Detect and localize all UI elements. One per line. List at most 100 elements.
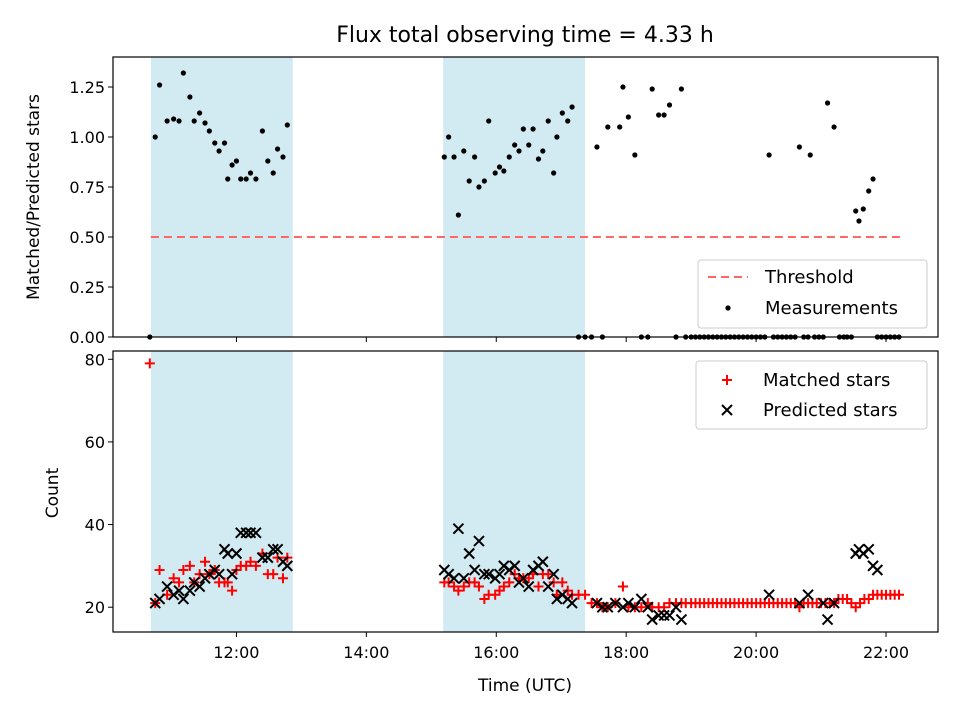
predicted-star-point bbox=[670, 601, 682, 613]
predicted-star-point bbox=[828, 597, 840, 609]
matched-star-point bbox=[504, 577, 515, 588]
top-axes-frame bbox=[112, 56, 939, 338]
predicted-star-point bbox=[222, 547, 234, 560]
bottom-legend: Matched stars Predicted stars bbox=[695, 360, 928, 430]
measurement-point bbox=[187, 94, 193, 100]
predicted-star-point bbox=[622, 597, 635, 609]
measurement-point bbox=[446, 134, 452, 140]
top-y-tick-label: 1.00 bbox=[69, 128, 105, 147]
predicted-star-point bbox=[463, 547, 475, 560]
bottom-y-tick-label: 80 bbox=[85, 350, 105, 369]
predicted-star-point bbox=[629, 601, 641, 613]
measurement-point bbox=[253, 176, 259, 182]
predicted-star-point bbox=[250, 527, 262, 539]
predicted-star-point bbox=[240, 527, 252, 539]
predicted-star-point bbox=[542, 580, 554, 593]
bottom-x-tick-label: 18:00 bbox=[603, 643, 649, 662]
top-y-axis-label: Matched/Predicted stars bbox=[24, 94, 44, 300]
measurement-point bbox=[620, 84, 626, 90]
measurement-point bbox=[284, 122, 290, 128]
bottom-x-tick-label: 20:00 bbox=[733, 643, 779, 662]
matched-star-point bbox=[453, 585, 464, 596]
matched-star-point bbox=[250, 560, 261, 571]
measurement-point bbox=[486, 118, 492, 124]
legend-measurements-label: Measurements bbox=[765, 298, 898, 319]
measurement-point bbox=[259, 128, 266, 134]
bottom-axes-frame bbox=[112, 350, 939, 633]
bottom-x-tick-label: 22:00 bbox=[863, 643, 909, 662]
top-y-tick-label: 0.75 bbox=[69, 178, 105, 197]
predicted-star-point bbox=[602, 601, 614, 613]
measurement-point bbox=[516, 148, 522, 154]
predicted-star-point bbox=[863, 543, 875, 556]
measurement-point bbox=[540, 148, 546, 154]
top-legend: Threshold Measurements bbox=[697, 259, 928, 329]
predicted-star-point bbox=[763, 589, 775, 601]
measurement-point bbox=[476, 184, 482, 190]
measurement-point bbox=[229, 162, 235, 168]
predicted-star-point bbox=[517, 572, 530, 584]
predicted-star-point bbox=[802, 589, 814, 601]
predicted-star-point bbox=[523, 580, 535, 593]
predicted-star-point bbox=[281, 560, 294, 572]
matched-star-point bbox=[617, 581, 628, 592]
measurement-point bbox=[216, 148, 222, 154]
measurement-point bbox=[594, 144, 600, 150]
measurement-point bbox=[656, 112, 662, 118]
predicted-star-point bbox=[184, 584, 196, 597]
predicted-star-point bbox=[153, 593, 166, 605]
measurement-point bbox=[270, 170, 276, 176]
predicted-star-point bbox=[793, 597, 806, 609]
measurement-point bbox=[501, 168, 507, 174]
bottom-y-tick-label: 20 bbox=[85, 598, 105, 617]
legend-matched-label: Matched stars bbox=[763, 370, 890, 391]
predicted-star-point bbox=[448, 572, 460, 584]
legend-threshold-label: Threshold bbox=[764, 267, 854, 288]
chart-title: Flux total observing time = 4.33 h bbox=[336, 23, 714, 48]
measurement-point bbox=[831, 124, 837, 130]
measurement-point bbox=[180, 70, 186, 76]
bottom-legend-box bbox=[695, 360, 928, 430]
measurement-point bbox=[853, 208, 859, 214]
predicted-star-point bbox=[458, 572, 470, 584]
legend-predicted-swatch bbox=[721, 404, 733, 416]
top-y-tick-label: 0.25 bbox=[69, 278, 105, 297]
predicted-star-point bbox=[267, 543, 279, 556]
measurement-point bbox=[559, 110, 565, 116]
measurement-point bbox=[526, 142, 532, 148]
predicted-star-point bbox=[508, 560, 521, 572]
matched-star-point bbox=[533, 581, 544, 592]
matched-star-point bbox=[636, 602, 647, 613]
bottom-y-tick-label: 60 bbox=[85, 433, 105, 452]
measurement-point bbox=[625, 114, 631, 120]
top-shaded-interval bbox=[150, 57, 293, 337]
measurement-point bbox=[860, 206, 866, 212]
bottom-y-tick-label: 40 bbox=[85, 516, 105, 535]
matched-star-point bbox=[473, 581, 484, 592]
measurement-point bbox=[176, 118, 182, 124]
matched-star-point bbox=[458, 581, 469, 592]
measurement-point bbox=[520, 126, 526, 132]
bottom-shaded-interval bbox=[150, 351, 293, 632]
bottom-x-tick-label: 16:00 bbox=[473, 643, 519, 662]
predicted-star-point bbox=[609, 597, 622, 609]
predicted-star-point bbox=[173, 584, 185, 597]
predicted-star-point bbox=[478, 568, 491, 580]
predicted-star-point bbox=[566, 597, 578, 609]
predicted-star-point bbox=[817, 597, 829, 609]
measurement-point bbox=[866, 188, 872, 194]
measurement-point bbox=[492, 170, 498, 176]
predicted-star-point bbox=[213, 568, 225, 580]
measurement-point bbox=[461, 148, 467, 154]
legend-predicted-label: Predicted stars bbox=[763, 400, 897, 421]
predicted-star-point bbox=[262, 551, 274, 564]
measurement-point bbox=[451, 154, 457, 160]
measurement-point bbox=[506, 154, 512, 160]
measurement-point bbox=[678, 86, 685, 92]
predicted-star-point bbox=[226, 568, 238, 580]
measurement-point bbox=[238, 176, 244, 182]
measurement-point bbox=[225, 176, 231, 182]
measurement-point bbox=[247, 170, 254, 176]
top-shaded-interval bbox=[443, 57, 586, 337]
measurement-point bbox=[569, 104, 575, 110]
